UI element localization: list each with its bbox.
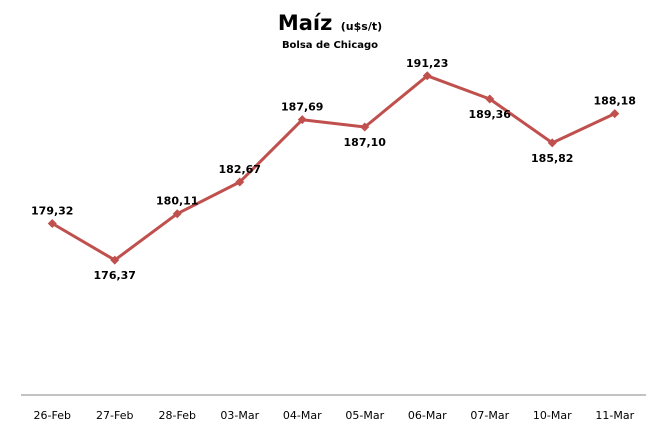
data-label: 187,69 bbox=[281, 101, 323, 114]
chart-title-unit: (u$s/t) bbox=[341, 20, 382, 33]
chart-title-main: Maíz bbox=[278, 11, 333, 35]
data-point-marker bbox=[297, 115, 307, 125]
data-label: 179,32 bbox=[31, 205, 73, 218]
data-point-marker bbox=[547, 138, 557, 148]
data-label: 188,18 bbox=[594, 95, 636, 108]
series-layer bbox=[47, 71, 620, 265]
data-label: 191,23 bbox=[406, 57, 448, 70]
x-tick-label: 27-Feb bbox=[96, 409, 133, 422]
data-point-marker bbox=[110, 255, 120, 265]
data-point-marker bbox=[485, 94, 495, 104]
x-tick-label: 07-Mar bbox=[470, 409, 509, 422]
series-line bbox=[50, 74, 617, 262]
x-tick-label: 03-Mar bbox=[220, 409, 259, 422]
data-point-marker bbox=[360, 122, 370, 132]
x-tick-label: 10-Mar bbox=[533, 409, 572, 422]
x-tick-label: 06-Mar bbox=[408, 409, 447, 422]
data-label-layer: 179,32 176,37 180,11 182,67 187,69 187,10 191,… bbox=[31, 57, 636, 282]
data-label: 185,82 bbox=[531, 152, 573, 165]
data-label: 189,36 bbox=[469, 108, 512, 121]
x-tick-label: 28-Feb bbox=[159, 409, 196, 422]
x-axis: 26-Feb 27-Feb 28-Feb 03-Mar 04-Mar 05-Mar 06-M… bbox=[21, 394, 646, 422]
data-point-marker bbox=[422, 71, 432, 81]
chart-title: Maíz (u$s/t) bbox=[278, 11, 382, 35]
data-point-marker bbox=[172, 209, 182, 219]
data-point-marker bbox=[47, 219, 57, 229]
x-tick-label: 26-Feb bbox=[34, 409, 71, 422]
data-label: 182,67 bbox=[219, 163, 261, 176]
data-point-marker bbox=[610, 109, 620, 119]
data-label: 176,37 bbox=[94, 269, 136, 282]
x-tick-label: 11-Mar bbox=[595, 409, 634, 422]
chart-subtitle: Bolsa de Chicago bbox=[282, 40, 378, 51]
data-label: 187,10 bbox=[344, 136, 387, 149]
data-point-marker bbox=[235, 177, 245, 187]
data-label: 180,11 bbox=[156, 195, 198, 208]
x-tick-label: 05-Mar bbox=[345, 409, 384, 422]
x-tick-label: 04-Mar bbox=[283, 409, 322, 422]
